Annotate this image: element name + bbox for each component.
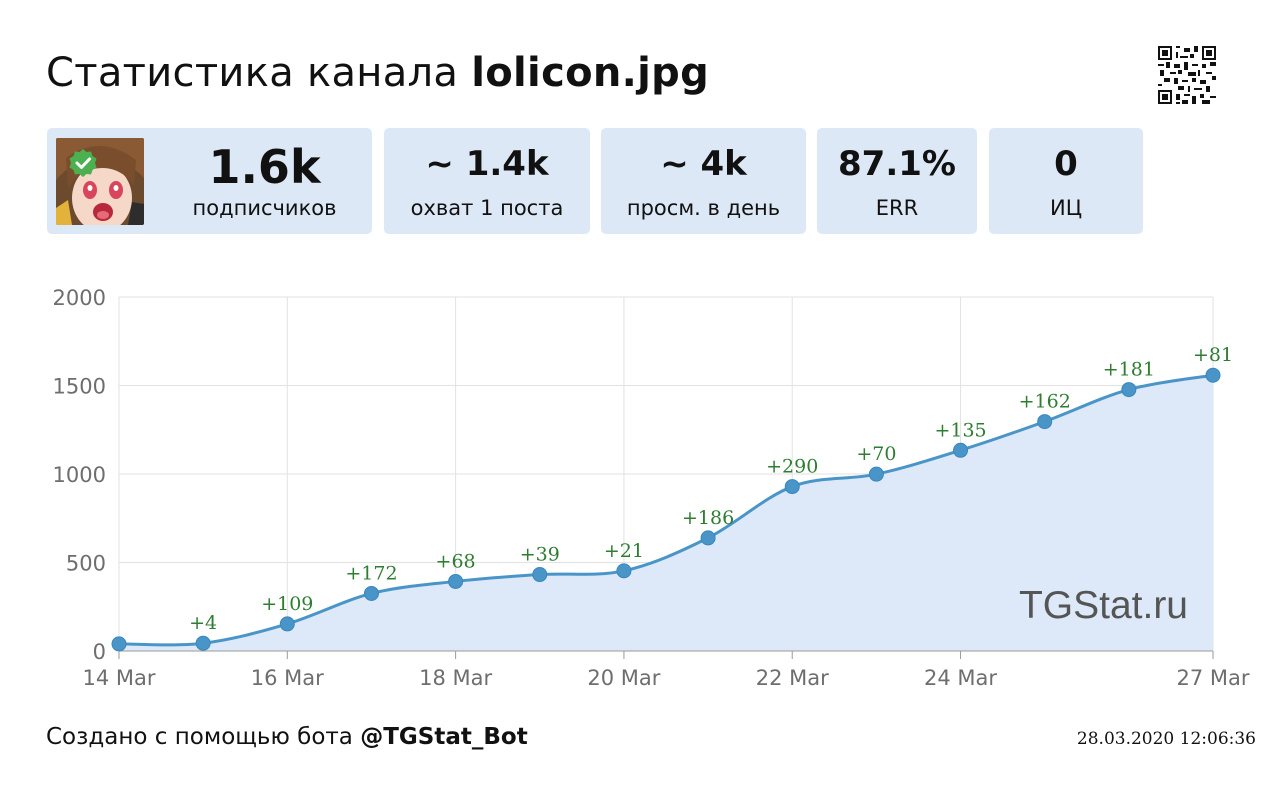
- verified-check-icon: [69, 149, 97, 177]
- stat-card-daily-views: ~ 4k просм. в день: [601, 128, 806, 234]
- data-point: [532, 567, 548, 583]
- x-tick-label: 14 Mar: [82, 666, 155, 690]
- stat-card-subscribers: 1.6k подписчиков: [47, 128, 372, 234]
- delta-label: +290: [766, 456, 818, 478]
- x-tick-label: 27 Mar: [1176, 666, 1249, 690]
- y-tick-label: 1000: [53, 463, 106, 487]
- delta-label: +70: [856, 443, 896, 465]
- data-point: [195, 635, 211, 651]
- delta-label: +4: [189, 612, 217, 634]
- delta-label: +81: [1193, 344, 1233, 366]
- y-tick-label: 2000: [53, 286, 106, 310]
- delta-label: +21: [604, 540, 644, 562]
- stat-label: просм. в день: [626, 196, 781, 220]
- x-tick-label: 24 Mar: [924, 666, 997, 690]
- title-prefix: Статистика канала: [46, 50, 459, 96]
- data-point: [1205, 367, 1221, 383]
- data-point: [279, 616, 295, 632]
- delta-label: +135: [934, 419, 986, 441]
- data-point: [616, 563, 632, 579]
- delta-label: +68: [436, 550, 476, 572]
- bot-link[interactable]: @TGStat_Bot: [360, 724, 528, 750]
- stat-label: охват 1 поста: [410, 196, 564, 220]
- x-tick-label: 20 Mar: [587, 666, 660, 690]
- page-title: Статистика канала lolicon.jpg: [46, 50, 709, 96]
- series-area: [119, 375, 1213, 651]
- stat-value: ~ 4k: [660, 144, 747, 184]
- data-point: [868, 466, 884, 482]
- watermark: TGStat.ru: [1019, 584, 1188, 627]
- channel-avatar: [56, 138, 144, 225]
- series-line: [118, 373, 1214, 647]
- stat-label: ERR: [875, 196, 919, 220]
- stat-value: 87.1%: [838, 144, 956, 184]
- y-tick-label: 0: [93, 640, 106, 664]
- x-tick-label: 18 Mar: [419, 666, 492, 690]
- footer-credit: Создано с помощью бота @TGStat_Bot: [46, 724, 528, 750]
- x-tick-label: 16 Mar: [251, 666, 324, 690]
- data-point: [700, 530, 716, 546]
- timestamp: 28.03.2020 12:06:36: [1076, 729, 1256, 749]
- stat-label: подписчиков: [192, 196, 337, 220]
- stat-value: ~ 1.4k: [425, 144, 549, 184]
- delta-label: +109: [261, 593, 313, 615]
- data-point: [1037, 414, 1053, 430]
- channel-name: lolicon.jpg: [471, 50, 710, 96]
- stat-card-reach: ~ 1.4k охват 1 поста: [384, 128, 590, 234]
- delta-label: +172: [345, 562, 397, 584]
- stat-label: ИЦ: [1049, 196, 1082, 220]
- data-point: [448, 573, 464, 589]
- delta-label: +39: [520, 544, 560, 566]
- stat-card-ic: 0 ИЦ: [989, 128, 1143, 234]
- data-point: [363, 585, 379, 601]
- subscribers-chart: 0 500 1000 1500 2000 14 Mar 16 Mar 18 Mar 20 Mar…: [53, 286, 1250, 690]
- y-tick-label: 1500: [53, 375, 106, 399]
- data-point: [111, 636, 127, 652]
- data-point: [953, 442, 969, 458]
- delta-label: +181: [1103, 359, 1155, 381]
- stat-card-err: 87.1% ERR: [817, 128, 977, 234]
- stat-value: 1.6k: [208, 140, 321, 194]
- qr-code-icon: [1158, 46, 1216, 104]
- x-tick-label: 22 Mar: [756, 666, 829, 690]
- delta-label: +162: [1019, 391, 1071, 413]
- data-point: [784, 479, 800, 495]
- y-tick-label: 500: [66, 552, 106, 576]
- stat-value: 0: [1054, 144, 1078, 184]
- footer-prefix: Создано с помощью бота: [46, 724, 353, 750]
- delta-label: +186: [682, 507, 734, 529]
- data-point: [1121, 382, 1137, 398]
